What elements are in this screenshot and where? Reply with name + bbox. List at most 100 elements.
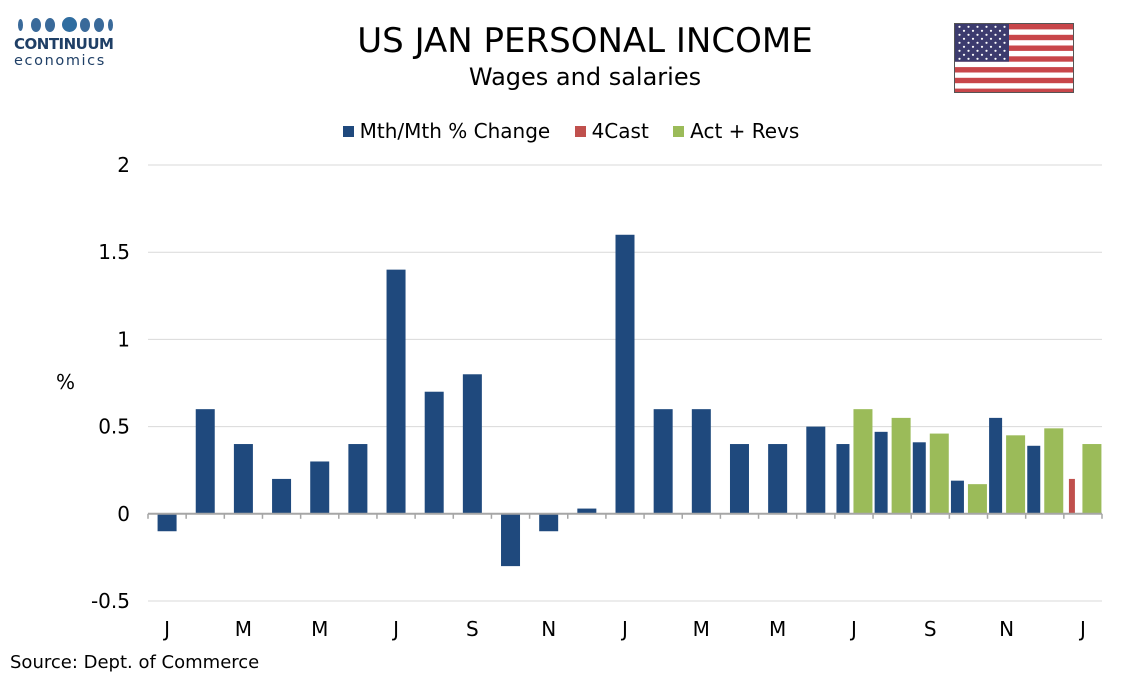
flag-star: [980, 45, 984, 48]
us-flag-icon: [954, 23, 1074, 93]
bar-mth-mth-change: [157, 513, 177, 532]
x-tick-label: M: [693, 617, 710, 641]
y-axis-label: %: [56, 370, 76, 394]
x-tick-label: J: [1078, 617, 1086, 641]
legend-label-2: 4Cast: [591, 119, 649, 143]
y-tick-label: 1.5: [98, 240, 130, 264]
y-tick-label: 0.5: [98, 415, 130, 439]
flag-star: [1003, 57, 1006, 60]
bar-act-revs: [853, 409, 873, 514]
bar-mth-mth-change: [577, 508, 597, 514]
bar-mth-mth-change: [806, 426, 826, 514]
flag-star: [989, 29, 993, 32]
legend-swatch-1: [342, 126, 354, 137]
legend-swatch-2: [574, 126, 586, 137]
flag-star: [998, 29, 1002, 32]
x-tick-label: N: [999, 617, 1014, 641]
flag-star: [962, 53, 966, 56]
logo-name: CONTINUUM: [14, 35, 114, 53]
axis-layer: -0.5 0 0.5 1 1.5 2 J M M J S N J M M J S N J: [91, 153, 1103, 641]
bar-mth-mth-change: [874, 431, 888, 514]
bar-mth-mth-change: [539, 513, 559, 532]
legend-label-3: Act + Revs: [690, 119, 800, 143]
bar-mth-mth-change: [836, 444, 850, 514]
x-tick-label: J: [620, 617, 628, 641]
flag-star: [962, 29, 966, 32]
flag-star: [962, 45, 966, 48]
flag-star: [967, 57, 970, 60]
flag-star: [971, 29, 975, 32]
x-tick-label: S: [466, 617, 479, 641]
bar-4cast: [1068, 478, 1075, 514]
x-tick-label: J: [391, 617, 399, 641]
flag-star: [994, 41, 997, 44]
logo-dots-icon: [14, 14, 134, 36]
legend-label-1: Mth/Mth % Change: [359, 119, 551, 143]
bar-mth-mth-change: [989, 417, 1003, 514]
flag-star: [958, 57, 961, 60]
flag-star: [976, 49, 979, 52]
flag-star: [962, 37, 966, 40]
y-tick-label: 2: [117, 153, 130, 177]
flag-star: [994, 33, 997, 36]
bar-act-revs: [891, 417, 911, 514]
bar-mth-mth-change: [195, 409, 215, 514]
flag-star: [971, 45, 975, 48]
y-tick-label: 0: [117, 502, 130, 526]
flag-star: [1003, 41, 1006, 44]
flag-star: [980, 29, 984, 32]
bar-act-revs: [1044, 428, 1064, 514]
flag-star: [967, 41, 970, 44]
flag-star: [967, 25, 970, 28]
flag-star: [994, 49, 997, 52]
flag-star: [994, 25, 997, 28]
x-tick-label: M: [235, 617, 252, 641]
flag-star: [989, 53, 993, 56]
flag-star: [998, 45, 1002, 48]
flag-star: [958, 33, 961, 36]
bar-mth-mth-change: [912, 442, 926, 514]
flag-star: [985, 41, 988, 44]
bar-layer: [157, 234, 1102, 567]
bar-act-revs: [929, 433, 949, 514]
flag-star: [985, 57, 988, 60]
bar-mth-mth-change: [310, 461, 330, 514]
flag-star: [989, 45, 993, 48]
chart-title: US JAN PERSONAL INCOME: [357, 21, 813, 61]
flag-star: [998, 53, 1002, 56]
bar-mth-mth-change: [233, 444, 253, 514]
logo-subtitle: economics: [14, 53, 106, 69]
flag-star: [1003, 49, 1006, 52]
flag-star: [967, 49, 970, 52]
flag-star: [980, 37, 984, 40]
flag-star: [998, 37, 1002, 40]
x-tick-label: N: [541, 617, 556, 641]
flag-star: [985, 49, 988, 52]
source-note: Source: Dept. of Commerce: [10, 652, 260, 673]
y-tick-label: -0.5: [91, 589, 130, 613]
chart-subtitle: Wages and salaries: [468, 63, 702, 91]
flag-star: [1003, 33, 1006, 36]
flag-star: [989, 37, 993, 40]
bar-act-revs: [1082, 444, 1102, 514]
flag-star: [980, 53, 984, 56]
flag-star: [958, 25, 961, 28]
bar-mth-mth-change: [615, 234, 635, 514]
flag-star: [971, 53, 975, 56]
legend-item-series-1: Mth/Mth % Change: [342, 118, 551, 144]
chart-legend: Mth/Mth % Change 4Cast Act + Revs: [0, 118, 1134, 144]
legend-item-series-2: 4Cast: [574, 118, 649, 144]
bar-mth-mth-change: [653, 409, 673, 514]
bar-mth-mth-change: [424, 391, 444, 514]
bar-mth-mth-change: [950, 480, 964, 514]
y-tick-label: 1: [117, 327, 130, 351]
legend-item-series-3: Act + Revs: [673, 118, 799, 144]
bar-mth-mth-change: [768, 444, 788, 514]
bar-mth-mth-change: [1027, 445, 1041, 514]
bar-mth-mth-change: [272, 478, 292, 514]
legend-swatch-3: [673, 126, 685, 137]
bar-mth-mth-change: [501, 513, 521, 567]
flag-star: [976, 33, 979, 36]
x-tick-label: J: [849, 617, 857, 641]
